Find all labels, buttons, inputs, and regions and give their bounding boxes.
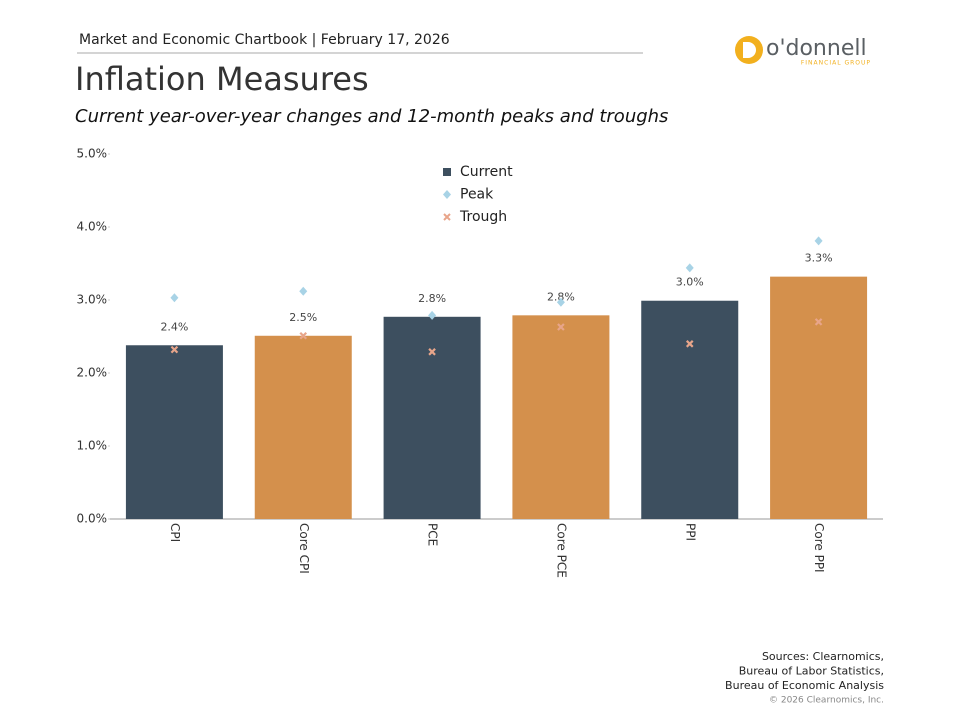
x-tick-label: PPI bbox=[683, 523, 697, 541]
x-tick-label: Core PCE bbox=[554, 523, 568, 578]
data-label: 3.3% bbox=[805, 252, 833, 265]
chart-subtitle: Current year-over-year changes and 12-mo… bbox=[75, 106, 668, 127]
data-label: 2.8% bbox=[547, 290, 575, 303]
bar bbox=[125, 345, 223, 519]
y-tick-label: 3.0% bbox=[77, 293, 108, 307]
bar bbox=[512, 315, 610, 519]
trough-marker bbox=[814, 318, 823, 326]
y-tick-label: 0.0% bbox=[77, 512, 108, 526]
legend-label: Current bbox=[460, 164, 513, 180]
peak-marker bbox=[556, 297, 565, 307]
peak-marker bbox=[685, 263, 694, 273]
source-line: Sources: Clearnomics, bbox=[762, 650, 884, 663]
copyright: © 2026 Clearnomics, Inc. bbox=[769, 696, 884, 706]
x-tick-label: Core CPI bbox=[297, 523, 311, 574]
x-tick-label: PCE bbox=[426, 523, 440, 546]
footer: © 2026 Clearnomics, Inc. Sources: Clearn… bbox=[725, 650, 884, 706]
legend-icon bbox=[443, 168, 451, 176]
logo: o'donnell FINANCIAL GROUP bbox=[735, 36, 871, 67]
data-label: 2.8% bbox=[418, 292, 446, 305]
source-line: Bureau of Economic Analysis bbox=[725, 679, 884, 692]
data-label: 3.0% bbox=[676, 276, 704, 289]
legend-label: Peak bbox=[460, 187, 494, 203]
peak-marker bbox=[428, 310, 437, 320]
bar bbox=[641, 300, 739, 519]
legend-icon bbox=[443, 190, 451, 199]
logo-name: o'donnell bbox=[766, 36, 867, 61]
logo-icon bbox=[743, 42, 756, 58]
chart-title: Inflation Measures bbox=[75, 60, 369, 98]
y-tick-label: 2.0% bbox=[77, 366, 108, 380]
y-tick-label: 1.0% bbox=[77, 439, 108, 453]
bar bbox=[383, 316, 481, 519]
trough-marker bbox=[428, 348, 436, 356]
trough-marker bbox=[557, 323, 565, 331]
legend-label: Trough bbox=[459, 209, 507, 225]
trough-marker bbox=[299, 331, 308, 340]
y-tick-label: 5.0% bbox=[77, 147, 108, 161]
bar bbox=[770, 276, 868, 519]
y-tick-label: 4.0% bbox=[77, 220, 108, 234]
trough-marker bbox=[685, 340, 694, 348]
x-tick-label: CPI bbox=[168, 523, 182, 542]
trough-marker bbox=[170, 345, 179, 354]
data-label: 2.5% bbox=[289, 311, 317, 324]
breadcrumb: Market and Economic Chartbook | February… bbox=[79, 32, 450, 48]
legend-icon bbox=[443, 213, 451, 221]
bar bbox=[254, 335, 352, 519]
logo-tagline: FINANCIAL GROUP bbox=[801, 60, 871, 67]
x-tick-label: Core PPI bbox=[812, 523, 826, 573]
data-label: 2.4% bbox=[160, 320, 188, 333]
peak-marker bbox=[814, 236, 823, 246]
plot: 0.0% 1.0% 2.0% 3.0% 4.0% 5.0% CPI 2.4% Core CPI 2… bbox=[77, 147, 883, 578]
peak-marker bbox=[299, 286, 308, 296]
source-line: Bureau of Labor Statistics, bbox=[739, 665, 884, 678]
peak-marker bbox=[170, 293, 179, 303]
